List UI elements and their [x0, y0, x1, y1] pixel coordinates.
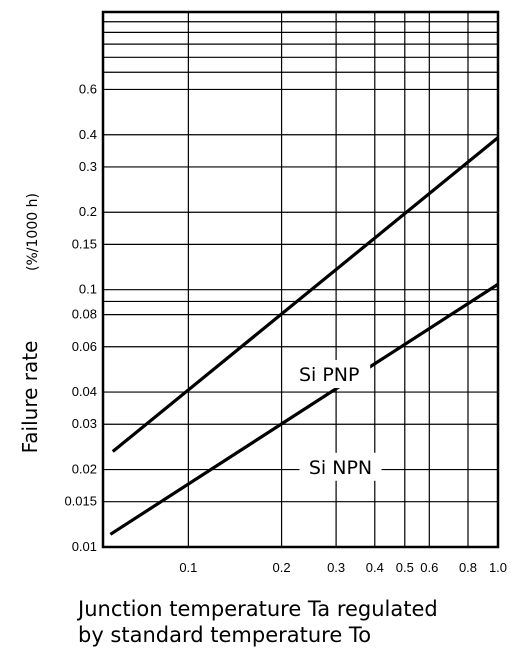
series-line [109, 282, 499, 536]
y-tick-label: 0.2 [79, 204, 97, 219]
x-axis-label: Junction temperature Ta regulated by sta… [78, 596, 528, 648]
y-tick-label: 0.015 [64, 494, 97, 509]
y-tick-label: 0.04 [72, 384, 97, 399]
x-tick-label: 0.8 [459, 560, 477, 575]
series-layer [109, 136, 500, 536]
x-axis-label-line-1: Junction temperature Ta regulated [78, 597, 438, 621]
y-tick-label: 0.15 [72, 236, 97, 251]
series-label-background [299, 452, 382, 481]
y-tick-label: 0.08 [72, 307, 97, 322]
y-tick-label: 0.4 [79, 127, 97, 142]
x-tick-label: 0.6 [420, 560, 438, 575]
series-label: Si PNP [299, 364, 360, 386]
x-tick-label: 0.3 [327, 560, 345, 575]
y-tick-labels: 0.01 0.015 0.02 0.03 0.04 0.06 0.08 0.1 0.15 0.2 0… [64, 81, 97, 554]
y-tick-label: 0.6 [79, 81, 97, 96]
x-tick-label: 1.0 [489, 560, 507, 575]
y-tick-label: 0.1 [79, 282, 97, 297]
y-tick-label: 0.01 [72, 539, 97, 554]
y-axis-label: Failure rate [18, 341, 42, 454]
y-axis-unit: (%/1000 h) [25, 193, 41, 271]
plot-frame [101, 10, 500, 549]
series-label-background [288, 360, 371, 389]
x-axis-label-line-2: by standard temperature To [78, 623, 372, 647]
x-tick-label: 0.5 [396, 560, 414, 575]
x-tick-label: 0.1 [179, 560, 197, 575]
x-tick-label: 0.4 [366, 560, 384, 575]
series-line [111, 136, 500, 453]
y-tick-label: 0.02 [72, 462, 97, 477]
y-tick-label: 0.06 [72, 339, 97, 354]
x-tick-labels: 0.1 0.2 0.3 0.4 0.5 0.6 0.8 1.0 [179, 560, 507, 575]
series-label: Si NPN [309, 457, 372, 479]
series-labels: Si PNP Si NPN [288, 360, 382, 481]
y-tick-label: 0.03 [72, 416, 97, 431]
x-tick-label: 0.2 [273, 560, 291, 575]
y-tick-label: 0.3 [79, 159, 97, 174]
chart: 0.010.0150.020.030.040.060.080.10.150.20… [18, 10, 507, 575]
